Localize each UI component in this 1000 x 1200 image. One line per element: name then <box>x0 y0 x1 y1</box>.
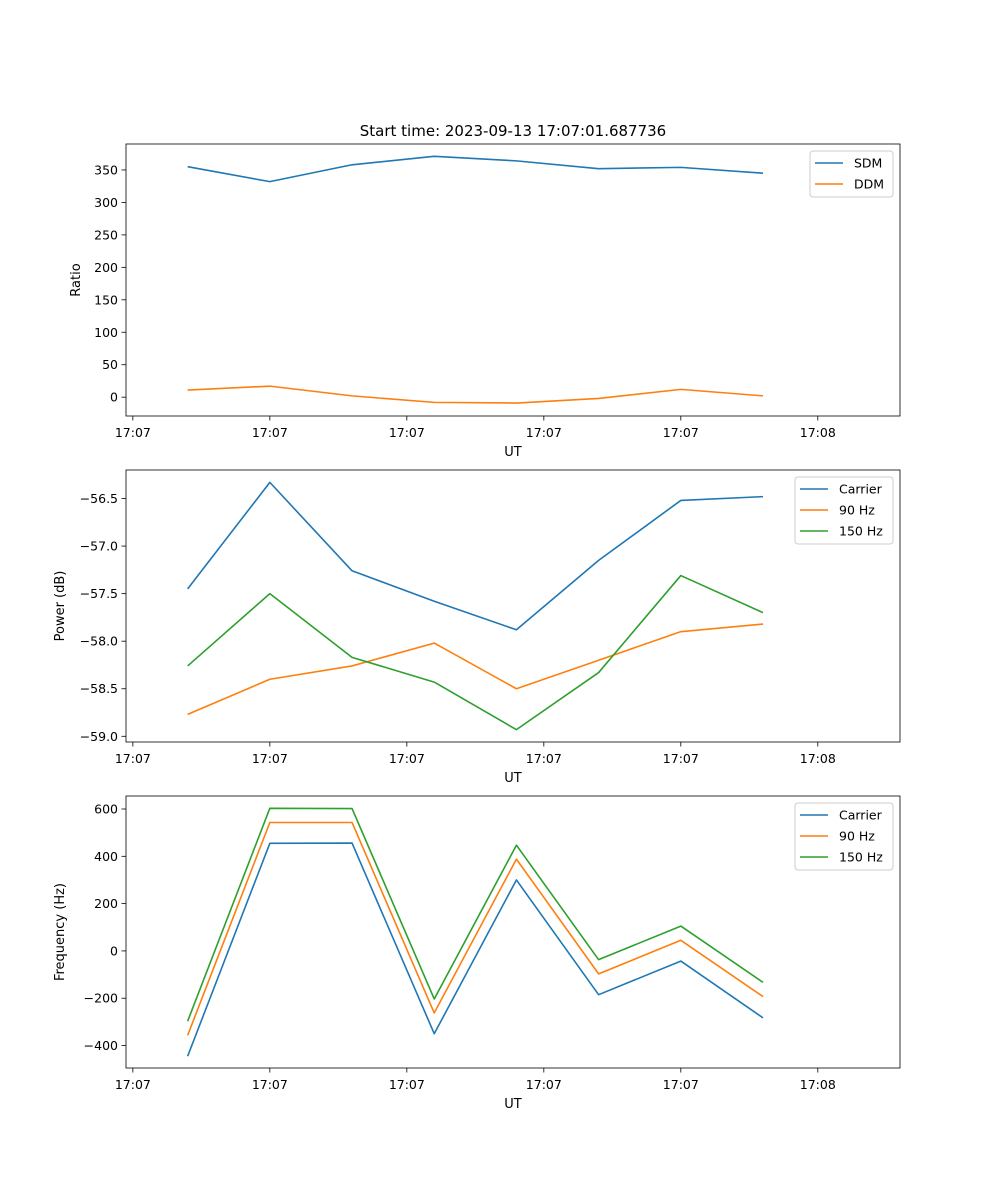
x-tick-label: 17:07 <box>115 1077 151 1092</box>
axes-frame <box>125 143 901 417</box>
y-tick-label: −57.5 <box>80 586 118 601</box>
series-line-150-hz <box>187 574 764 731</box>
legend-label: 90 Hz <box>839 503 875 518</box>
legend-box <box>794 476 894 545</box>
series-line-carrier <box>187 481 764 631</box>
y-axis-label: Ratio <box>69 263 84 296</box>
figure-title: Start time: 2023-09-13 17:07:01.687736 <box>360 122 666 140</box>
x-tick-label: 17:07 <box>663 425 699 440</box>
y-axis-label: Power (dB) <box>53 571 68 642</box>
y-tick-label: 400 <box>94 849 118 864</box>
x-tick-label: 17:07 <box>389 425 425 440</box>
legend-label: 150 Hz <box>839 850 883 865</box>
y-tick-label: 0 <box>110 390 118 405</box>
x-tick-label: 17:08 <box>800 751 836 766</box>
x-tick-label: 17:07 <box>526 1077 562 1092</box>
y-tick-label: 250 <box>94 227 118 242</box>
x-tick-label: 17:07 <box>115 751 151 766</box>
subplots: 17:07 17:07 17:07 17:07 17:07 17:08 0 50 100 150 2… <box>53 143 901 1112</box>
y-tick-label: −57.0 <box>80 539 118 554</box>
subplot-2: 17:07 17:07 17:07 17:07 17:07 17:08 −59.0 −58.5… <box>53 469 901 786</box>
axes-frame <box>125 469 901 743</box>
x-axis-label: UT <box>504 771 522 786</box>
series-line-90-hz <box>186 821 764 1036</box>
x-tick-label: 17:07 <box>526 751 562 766</box>
y-tick-label: −58.0 <box>80 634 118 649</box>
series-line-90-hz <box>187 623 764 716</box>
x-tick-label: 17:07 <box>389 751 425 766</box>
x-tick-label: 17:07 <box>115 425 151 440</box>
series-line-ddm <box>187 385 764 404</box>
legend: Carrier 90 Hz 150 Hz <box>794 802 894 871</box>
legend: Carrier 90 Hz 150 Hz <box>794 476 894 545</box>
y-tick-label: −56.5 <box>80 491 118 506</box>
y-tick-label: 200 <box>94 260 118 275</box>
y-tick-label: 100 <box>94 325 118 340</box>
x-tick-label: 17:07 <box>663 751 699 766</box>
legend-label: Carrier <box>839 482 883 497</box>
legend: SDM DDM <box>809 150 894 198</box>
subplot-3: 17:07 17:07 17:07 17:07 17:07 17:08 −400 −200 0 2… <box>53 795 901 1112</box>
subplot-1: 17:07 17:07 17:07 17:07 17:07 17:08 0 50 100 150 2… <box>69 143 901 460</box>
y-tick-label: −400 <box>84 1038 118 1053</box>
x-tick-label: 17:07 <box>252 751 288 766</box>
series-line-sdm <box>187 155 764 183</box>
series-line-carrier <box>186 842 764 1057</box>
x-tick-label: 17:07 <box>663 1077 699 1092</box>
series-line-150-hz <box>186 807 764 1022</box>
legend-label: 150 Hz <box>839 524 883 539</box>
y-tick-label: 150 <box>94 292 118 307</box>
legend-label: Carrier <box>839 808 883 823</box>
x-axis-label: UT <box>504 1097 522 1112</box>
x-axis-label: UT <box>504 445 522 460</box>
y-tick-label: 200 <box>94 896 118 911</box>
y-tick-label: −200 <box>84 991 118 1006</box>
y-axis-label: Frequency (Hz) <box>53 883 68 981</box>
legend-label: DDM <box>854 177 884 192</box>
x-tick-label: 17:07 <box>252 425 288 440</box>
y-tick-label: 350 <box>94 162 118 177</box>
x-tick-label: 17:07 <box>252 1077 288 1092</box>
y-tick-label: 50 <box>102 357 118 372</box>
legend-box <box>794 802 894 871</box>
y-tick-label: 600 <box>94 802 118 817</box>
y-tick-label: −59.0 <box>80 729 118 744</box>
legend-label: SDM <box>854 156 882 171</box>
y-tick-label: −58.5 <box>80 681 118 696</box>
y-tick-label: 300 <box>94 195 118 210</box>
axes-frame <box>125 795 901 1069</box>
legend-label: 90 Hz <box>839 829 875 844</box>
y-tick-label: 0 <box>110 943 118 958</box>
x-tick-label: 17:08 <box>800 425 836 440</box>
x-tick-label: 17:07 <box>389 1077 425 1092</box>
x-tick-label: 17:07 <box>526 425 562 440</box>
x-tick-label: 17:08 <box>800 1077 836 1092</box>
